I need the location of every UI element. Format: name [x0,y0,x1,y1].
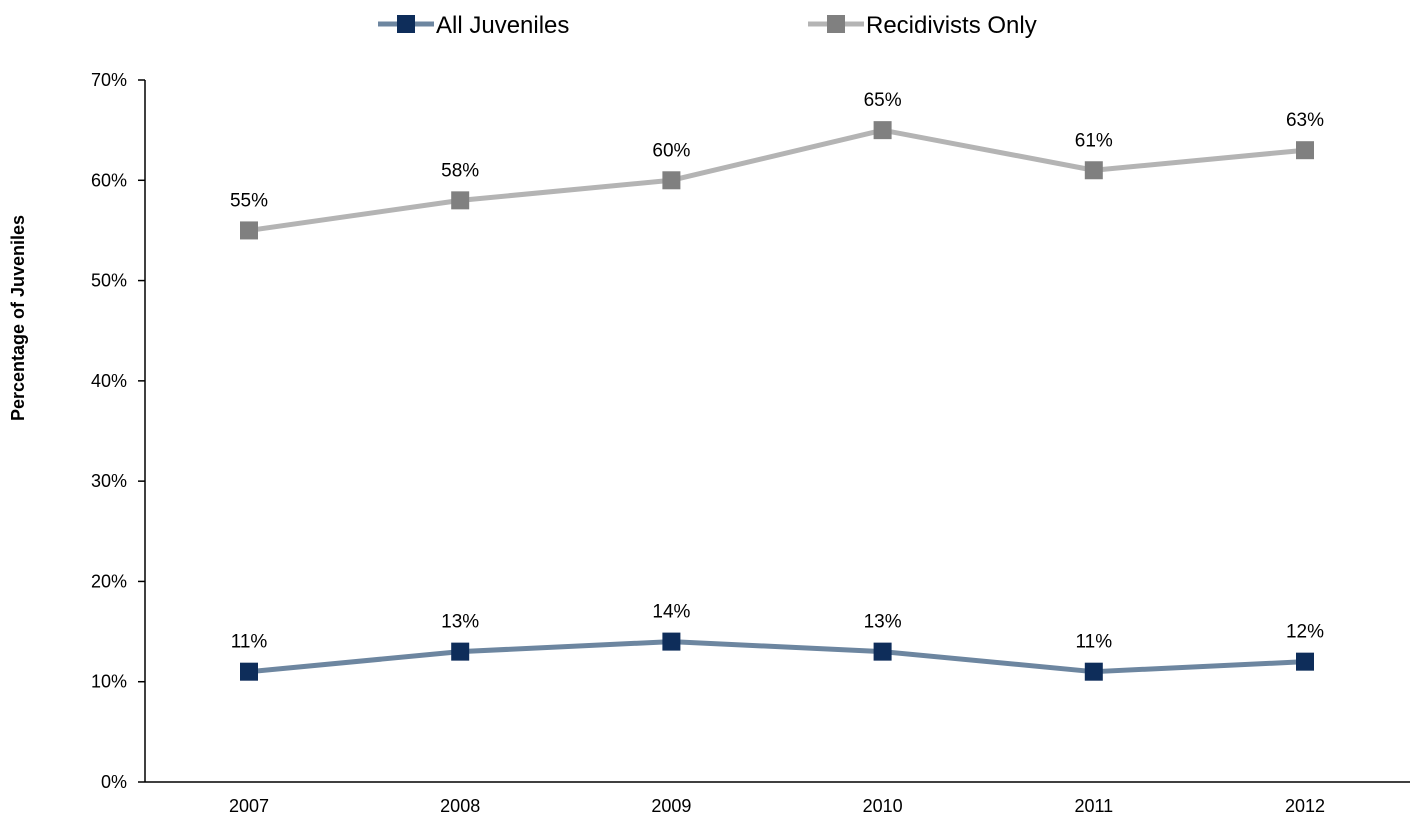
data-point [451,191,470,210]
data-label: 14% [652,602,690,623]
data-label: 12% [1286,622,1324,643]
legend-item: Recidivists Only [808,12,1037,39]
y-axis-title: Percentage of Juveniles [8,215,28,421]
data-point [873,121,892,140]
data-label: 11% [1075,632,1112,653]
data-point [662,632,681,651]
data-label: 65% [864,90,902,111]
y-tick-label: 70% [91,70,127,90]
y-tick-label: 30% [91,471,127,491]
data-label: 63% [1286,110,1324,131]
series-line [248,639,1306,675]
data-point [1084,161,1103,180]
data-label: 11% [231,632,268,653]
y-tick-label: 60% [91,170,127,190]
x-tick-label: 2007 [229,796,269,816]
legend: All Juveniles Recidivists Only [378,12,1037,39]
x-tick-label: 2010 [863,796,903,816]
x-tick-label: 2011 [1074,796,1113,816]
y-tick-label: 20% [91,571,127,591]
series-line [248,127,1306,233]
data-point [1296,652,1314,671]
y-tick-label: 40% [91,371,127,391]
series-all-juveniles: 11% 13% 14% 13% 11% 12% [231,602,1324,681]
data-point [240,221,258,240]
data-label: 13% [441,612,479,633]
legend-marker [827,15,845,33]
x-tick-label: 2012 [1285,796,1325,816]
data-point [1084,662,1103,681]
y-tick-label: 10% [91,672,127,692]
x-tick-label: 2009 [651,796,691,816]
data-point [873,642,892,661]
data-point [240,662,258,681]
data-point [451,642,470,661]
data-point [662,171,681,190]
legend-label: Recidivists Only [866,12,1037,39]
axes: 0% 10% 20% 30% 40% 50% 60% 70% 2007 2008 2009 2010 2… [91,70,1410,816]
y-tick-label: 50% [91,271,127,291]
y-tick-label: 0% [101,772,127,792]
legend-marker [397,15,415,33]
legend-label: All Juveniles [436,12,569,39]
data-label: 13% [864,612,902,633]
legend-item: All Juveniles [378,12,569,39]
x-tick-label: 2008 [440,796,480,816]
data-label: 60% [652,140,690,161]
data-label: 58% [441,160,479,181]
data-point [1296,141,1314,160]
series-layer: 11% 13% 14% 13% 11% 12% 55% 58% 60% 65% 61% 63% [230,90,1324,681]
data-label: 61% [1075,130,1113,151]
series-recidivists-only: 55% 58% 60% 65% 61% 63% [230,90,1324,240]
data-label: 55% [230,190,268,211]
